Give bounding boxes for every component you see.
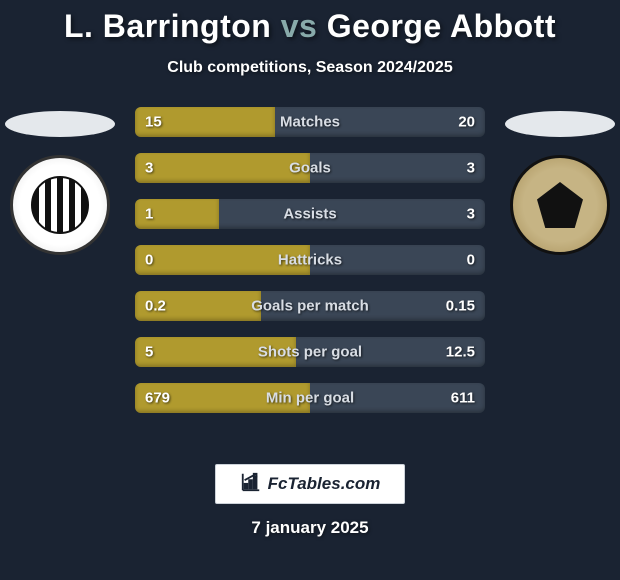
subtitle: Club competitions, Season 2024/2025 <box>0 59 620 77</box>
stat-label: Shots per goal <box>258 344 362 361</box>
snapshot-date: 7 january 2025 <box>0 518 620 538</box>
player2-name: George Abbott <box>327 8 556 44</box>
stat-row: 0 Hattricks 0 <box>135 245 485 275</box>
stat-row: 1 Assists 3 <box>135 199 485 229</box>
stat-value-left: 1 <box>145 206 153 223</box>
stat-value-right: 0.15 <box>446 298 475 315</box>
stat-row: 5 Shots per goal 12.5 <box>135 337 485 367</box>
stat-row: 3 Goals 3 <box>135 153 485 183</box>
club-left <box>0 107 120 255</box>
comparison-arena: 15 Matches 20 3 Goals 3 1 Assists 3 0 Hattricks 0 0.… <box>0 107 620 437</box>
stat-label: Matches <box>280 114 340 131</box>
stat-row: 0.2 Goals per match 0.15 <box>135 291 485 321</box>
stat-value-right: 3 <box>467 160 475 177</box>
stat-row: 679 Min per goal 611 <box>135 383 485 413</box>
platform-left <box>5 111 115 137</box>
player1-name: L. Barrington <box>64 8 271 44</box>
comparison-title: L. Barrington vs George Abbott <box>0 0 620 45</box>
stat-label: Assists <box>283 206 336 223</box>
club-right <box>500 107 620 255</box>
chart-up-icon <box>240 471 262 498</box>
stat-value-right: 12.5 <box>446 344 475 361</box>
brand-box: FcTables.com <box>215 464 405 504</box>
stat-label: Goals <box>289 160 331 177</box>
stat-value-left: 5 <box>145 344 153 361</box>
stat-value-right: 3 <box>467 206 475 223</box>
stat-value-left: 0.2 <box>145 298 166 315</box>
stat-row: 15 Matches 20 <box>135 107 485 137</box>
stat-fill-left <box>135 153 310 183</box>
club-badge-right <box>510 155 610 255</box>
stat-bars-container: 15 Matches 20 3 Goals 3 1 Assists 3 0 Hattricks 0 0.… <box>135 107 485 429</box>
stat-value-right: 0 <box>467 252 475 269</box>
stat-label: Goals per match <box>251 298 369 315</box>
club-badge-left <box>10 155 110 255</box>
stat-value-right: 611 <box>451 390 475 407</box>
stat-label: Hattricks <box>278 252 342 269</box>
vs-separator: vs <box>281 8 318 44</box>
stat-value-left: 15 <box>145 114 162 131</box>
stat-value-left: 3 <box>145 160 153 177</box>
stat-label: Min per goal <box>266 390 354 407</box>
brand-text: FcTables.com <box>268 474 381 494</box>
stat-value-left: 0 <box>145 252 153 269</box>
stat-value-left: 679 <box>145 390 170 407</box>
stat-value-right: 20 <box>458 114 475 131</box>
platform-right <box>505 111 615 137</box>
